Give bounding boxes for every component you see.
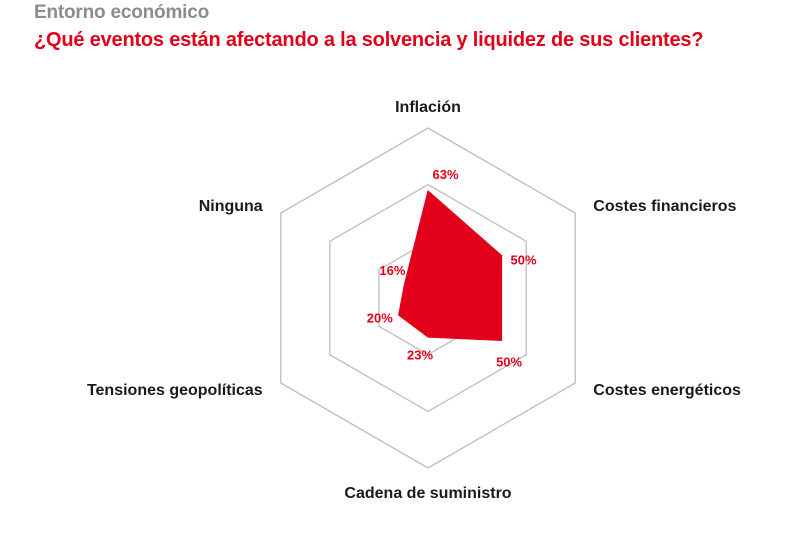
axis-label: Tensiones geopolíticas — [87, 382, 263, 399]
chart-question: ¿Qué eventos están afectando a la solven… — [34, 29, 704, 51]
grid-ring-3 — [280, 127, 576, 469]
section-title: Entorno económico — [34, 2, 209, 23]
grid-ring-2 — [329, 183, 527, 413]
value-label: 63% — [432, 167, 458, 182]
data-area — [398, 189, 503, 342]
axis-label: Inflación — [395, 99, 461, 116]
value-label: 50% — [510, 253, 536, 268]
axis-label: Costes financieros — [593, 198, 736, 215]
value-label: 16% — [379, 263, 405, 278]
axis-label: Cadena de suministro — [344, 485, 511, 502]
axis-label: Costes energéticos — [593, 382, 741, 399]
axis-label: Ninguna — [199, 198, 263, 215]
value-label: 20% — [367, 311, 393, 326]
value-label: 23% — [407, 348, 433, 363]
value-label: 50% — [496, 354, 522, 369]
